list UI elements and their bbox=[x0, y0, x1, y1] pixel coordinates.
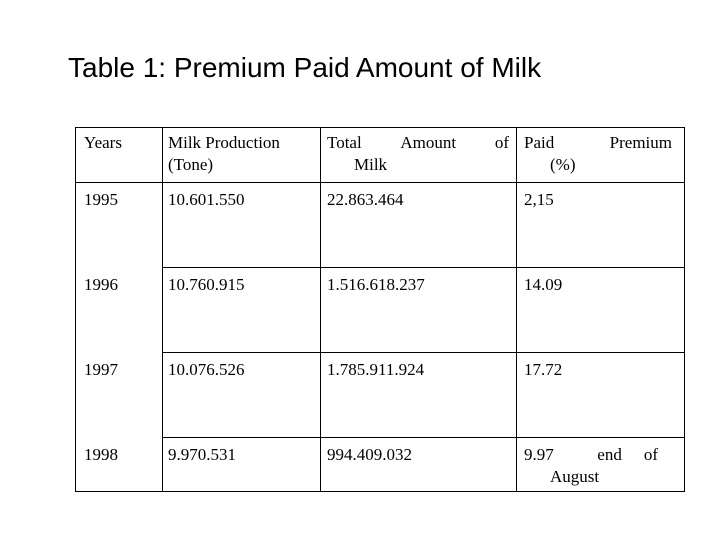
table-border-top bbox=[75, 127, 685, 128]
header-paid-premium-word: Premium bbox=[609, 133, 672, 152]
cell-premium-note-word: of bbox=[643, 445, 658, 464]
cell-amount: 994.409.032 bbox=[327, 445, 412, 464]
cell-premium-line1: 9.97 end of bbox=[524, 444, 658, 466]
header-total-amount-line2: Milk bbox=[354, 155, 388, 174]
header-total-amount-line1: Total Amount of bbox=[327, 132, 509, 154]
cell-amount: 1.785.911.924 bbox=[327, 360, 425, 379]
page-title: Table 1: Premium Paid Amount of Milk bbox=[68, 52, 542, 83]
header-milk-production: Milk Production (Tone) bbox=[168, 132, 280, 176]
cell-amount: 22.863.464 bbox=[327, 190, 404, 209]
row-divider bbox=[75, 182, 685, 183]
row-divider bbox=[162, 267, 685, 268]
header-paid-premium-line1: Paid Premium bbox=[524, 132, 672, 154]
cell-premium: 9.97 end of August bbox=[524, 444, 658, 488]
header-years: Years bbox=[84, 133, 122, 152]
cell-year: 1997 bbox=[84, 360, 118, 379]
cell-year: 1998 bbox=[84, 445, 118, 464]
column-divider bbox=[516, 127, 517, 492]
cell-production: 10.076.526 bbox=[168, 360, 245, 379]
column-divider bbox=[320, 127, 321, 492]
header-paid-premium: Paid Premium (%) bbox=[524, 132, 672, 176]
cell-production: 10.601.550 bbox=[168, 190, 245, 209]
cell-premium: 2,15 bbox=[524, 190, 554, 209]
cell-premium-note: end of bbox=[597, 444, 658, 466]
table-border-bottom bbox=[75, 491, 685, 492]
cell-premium: 14.09 bbox=[524, 275, 563, 294]
header-milk-production-line1: Milk Production bbox=[168, 133, 280, 152]
cell-premium: 17.72 bbox=[524, 360, 563, 379]
header-paid-premium-line2: (%) bbox=[550, 155, 576, 174]
cell-premium-value: 9.97 bbox=[524, 445, 554, 464]
cell-production: 10.760.915 bbox=[168, 275, 245, 294]
header-total-amount: Total Amount of Milk bbox=[327, 132, 509, 176]
cell-year: 1995 bbox=[84, 190, 118, 209]
cell-year: 1996 bbox=[84, 275, 118, 294]
cell-premium-note-word: end bbox=[597, 445, 622, 464]
table-border-left bbox=[75, 127, 76, 492]
cell-amount: 1.516.618.237 bbox=[327, 275, 425, 294]
cell-premium-note-line2: August bbox=[550, 467, 600, 486]
row-divider bbox=[162, 352, 685, 353]
header-total-amount-word: Total bbox=[327, 133, 362, 152]
header-paid-premium-word: Paid bbox=[524, 133, 555, 152]
row-divider bbox=[162, 437, 685, 438]
column-divider bbox=[162, 127, 163, 492]
table-border-right bbox=[684, 127, 685, 492]
cell-production: 9.970.531 bbox=[168, 445, 236, 464]
header-total-amount-word: Amount bbox=[400, 133, 457, 152]
header-milk-production-line2: (Tone) bbox=[168, 155, 214, 174]
header-total-amount-word: of bbox=[494, 133, 509, 152]
